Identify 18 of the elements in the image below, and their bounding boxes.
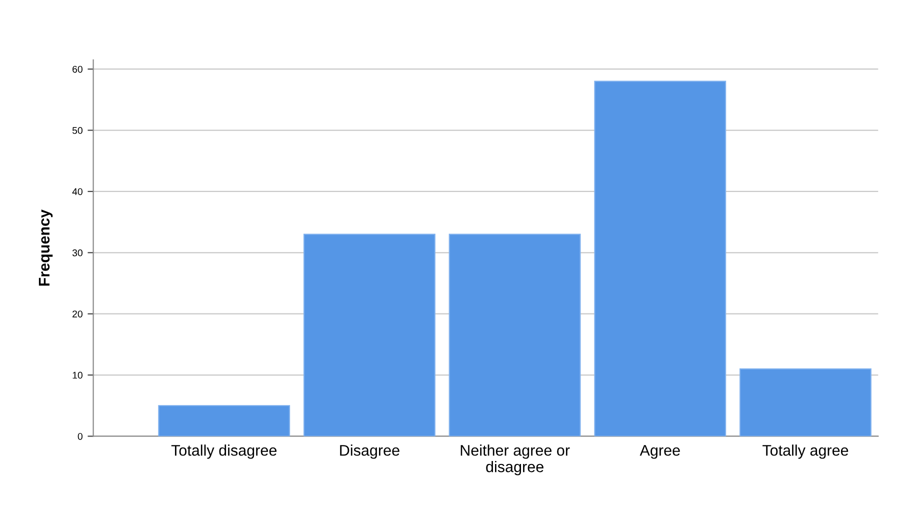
x-tick-label: Totally agree <box>762 444 848 459</box>
x-tick-label: Disagree <box>340 444 400 459</box>
x-tick-label: Neither agree or disagree <box>460 444 570 476</box>
y-tick-label: 30 <box>72 249 82 256</box>
y-tick-label: 10 <box>72 372 82 379</box>
y-tick-label: 50 <box>72 127 82 134</box>
x-tick-label: Totally disagree <box>171 444 276 459</box>
bar <box>594 80 726 436</box>
x-tick-label: Agree <box>640 445 680 459</box>
bar <box>448 234 581 436</box>
bar <box>740 368 872 436</box>
bar <box>158 405 290 436</box>
bar <box>303 234 436 436</box>
y-tick-label: 60 <box>72 66 82 73</box>
y-tick-label: 40 <box>72 188 82 196</box>
y-tick-label: 0 <box>78 432 82 440</box>
y-tick-label: 20 <box>72 310 82 318</box>
y-axis-title: Frequency <box>38 210 53 286</box>
